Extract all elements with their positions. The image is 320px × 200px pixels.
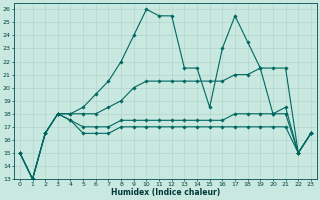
X-axis label: Humidex (Indice chaleur): Humidex (Indice chaleur)	[111, 188, 220, 197]
